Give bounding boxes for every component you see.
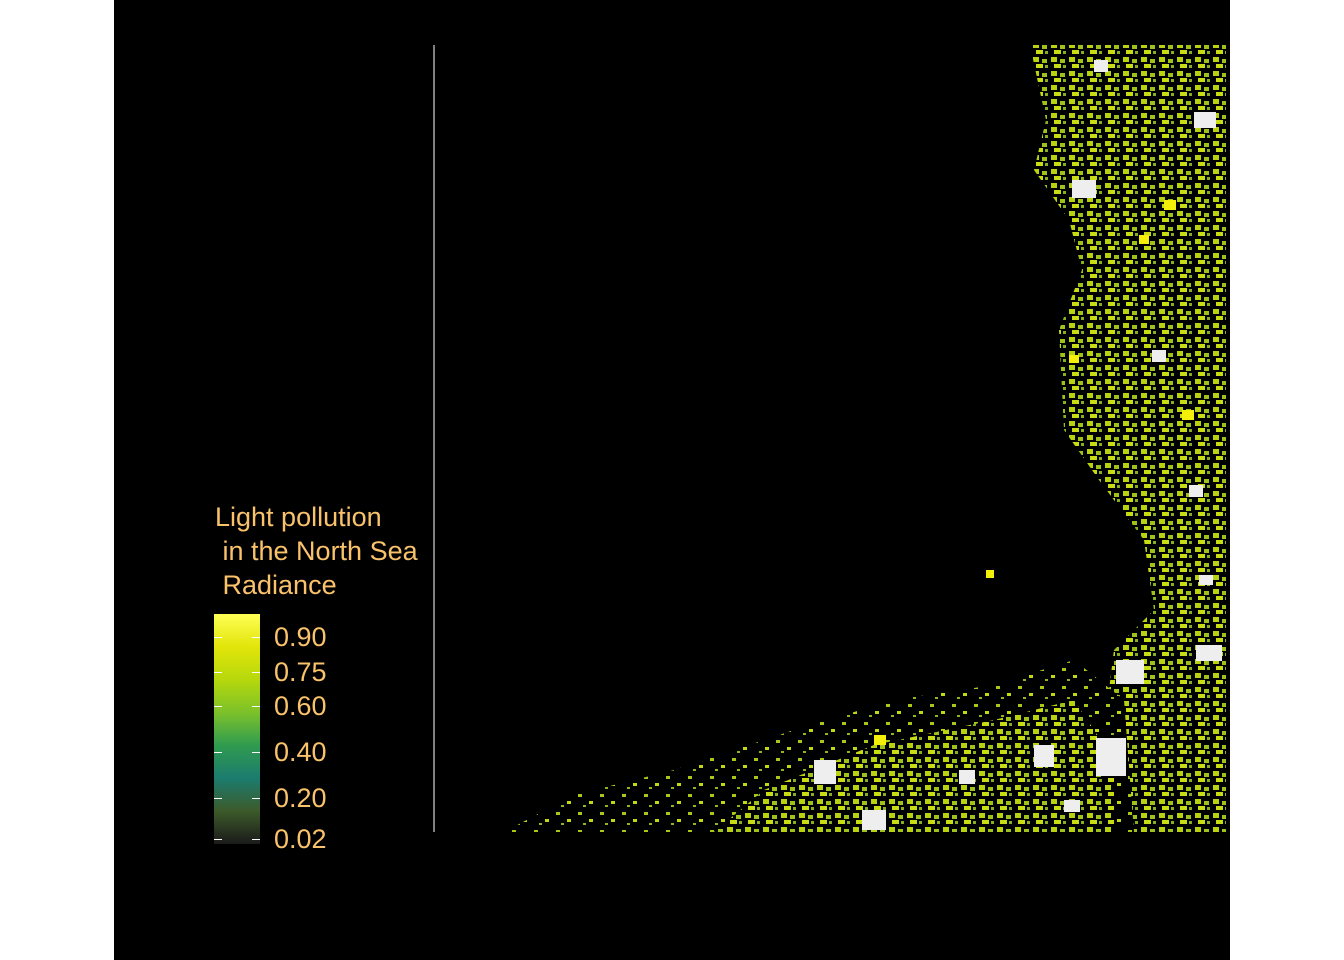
legend-tick-label: 0.60 [274, 691, 327, 721]
legend-tick-mark [214, 671, 222, 673]
legend-tick-mark [252, 637, 260, 638]
land-south-dense [714, 700, 1114, 832]
legend-tick-label: 0.20 [274, 783, 327, 813]
legend-title: Light pollution in the North Sea Radianc… [215, 502, 418, 600]
bright-spots [874, 200, 1194, 745]
map-panel [114, 0, 1230, 960]
legend-tick-label: 0.75 [274, 656, 327, 687]
city-hotspots [814, 60, 1222, 830]
legend-tick-mark [252, 839, 260, 841]
legend-tick-mark [252, 671, 260, 673]
legend-tick-mark [214, 706, 222, 707]
legend-tick-mark [214, 798, 222, 799]
legend-tick-label: 0.40 [274, 737, 327, 767]
legend-tick-label: 0.90 [274, 622, 327, 652]
legend-color-bar [214, 614, 260, 844]
land-east [1030, 45, 1226, 832]
legend-tick-label: 0.02 [274, 824, 327, 855]
legend-tick-mark [252, 798, 260, 799]
legend-tick-mark [252, 706, 260, 707]
legend-tick-mark [252, 752, 260, 753]
legend-tick-mark [214, 839, 222, 841]
radiance-map [433, 45, 1226, 832]
legend-tick-mark [214, 752, 222, 753]
legend-tick-mark [214, 637, 222, 638]
